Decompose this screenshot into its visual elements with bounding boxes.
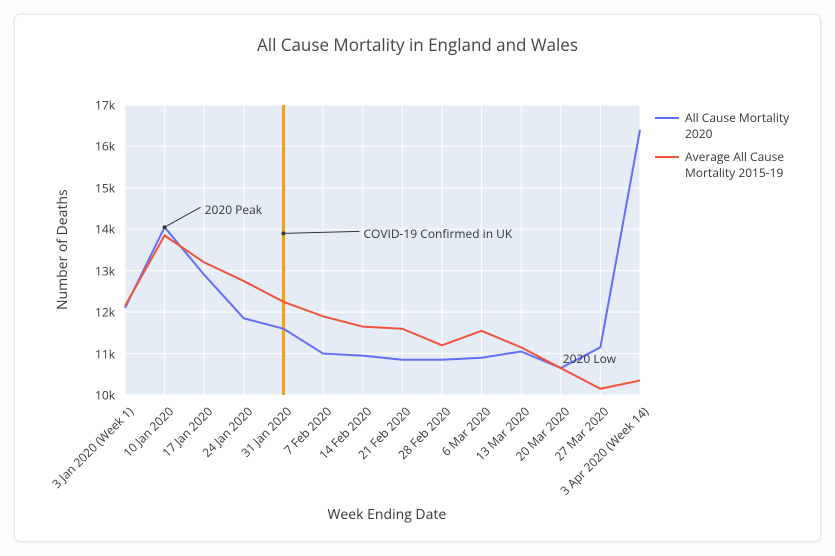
annotation-arrows	[15, 15, 822, 543]
legend[interactable]: All Cause Mortality 2020 Average All Caus…	[655, 110, 795, 188]
legend-item[interactable]: All Cause Mortality 2020	[655, 110, 795, 141]
legend-swatch	[655, 117, 679, 119]
legend-swatch	[655, 156, 679, 158]
y-tick-label: 13k	[75, 262, 115, 279]
y-tick-label: 17k	[75, 97, 115, 114]
legend-label: All Cause Mortality 2020	[685, 110, 795, 141]
y-tick-label: 12k	[75, 304, 115, 321]
legend-item[interactable]: Average All Cause Mortality 2015-19	[655, 149, 795, 180]
annotation-label: 2020 Low	[563, 350, 616, 367]
annotation-label: 2020 Peak	[205, 201, 263, 218]
legend-label: Average All Cause Mortality 2015-19	[685, 149, 795, 180]
y-tick-label: 15k	[75, 179, 115, 196]
y-tick-label: 14k	[75, 221, 115, 238]
y-axis-title: Number of Deaths	[53, 189, 72, 310]
x-axis-title: Week Ending Date	[328, 505, 447, 524]
chart-card: All Cause Mortality in England and Wales…	[14, 14, 821, 542]
annotation-label: COVID-19 Confirmed in UK	[363, 225, 512, 242]
y-tick-label: 10k	[75, 387, 115, 404]
y-tick-label: 16k	[75, 138, 115, 155]
y-tick-label: 11k	[75, 345, 115, 362]
